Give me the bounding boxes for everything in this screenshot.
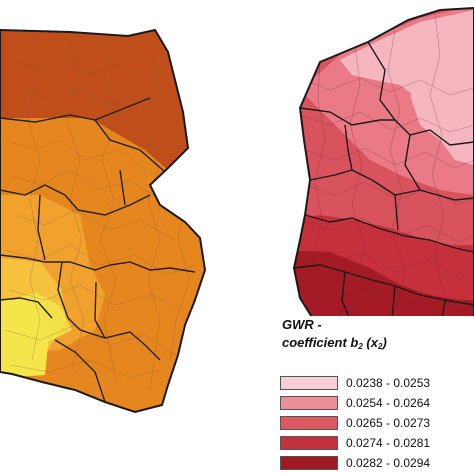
legend-range-label: 0.0254 - 0.0264: [346, 395, 431, 410]
legend-range-label: 0.0274 - 0.0281: [346, 435, 431, 450]
left-zone-6: [12, 292, 72, 342]
legend-item: 0.0254 - 0.0264: [280, 394, 430, 411]
legend-item: 0.0274 - 0.0281: [280, 434, 430, 451]
legend-item: 0.0265 - 0.0273: [280, 414, 430, 431]
legend-swatch: [280, 435, 338, 450]
legend-title-close: ): [382, 335, 387, 350]
legend-swatch: [280, 415, 338, 430]
legend-range-label: 0.0282 - 0.0294: [346, 455, 431, 470]
legend-title: GWR - coefficient b2 (x2): [282, 316, 387, 356]
legend-item: 0.0238 - 0.0253: [280, 374, 430, 391]
legend-item: 0.0282 - 0.0294: [280, 454, 430, 471]
legend-range-label: 0.0265 - 0.0273: [346, 415, 431, 430]
legend: GWR - coefficient b2 (x2) 0.0238 - 0.025…: [270, 316, 474, 474]
legend-title-coefficient: coefficient b: [282, 335, 359, 350]
legend-range-label: 0.0238 - 0.0253: [346, 375, 431, 390]
legend-title-line2: coefficient b2 (x2): [282, 334, 387, 356]
right-municipal-borders: [297, 14, 474, 391]
legend-title-line1: GWR -: [282, 317, 322, 332]
legend-title-x-subscript: 2: [377, 342, 383, 351]
legend-swatch: [280, 455, 338, 470]
legend-title-x: (x: [366, 335, 378, 350]
legend-swatch: [280, 375, 338, 390]
left-map: [0, 30, 205, 412]
left-voivodeship-borders: [0, 97, 196, 403]
right-zone-4: [410, 85, 474, 165]
legend-swatch: [280, 395, 338, 410]
legend-title-b-subscript: 2: [358, 342, 363, 351]
